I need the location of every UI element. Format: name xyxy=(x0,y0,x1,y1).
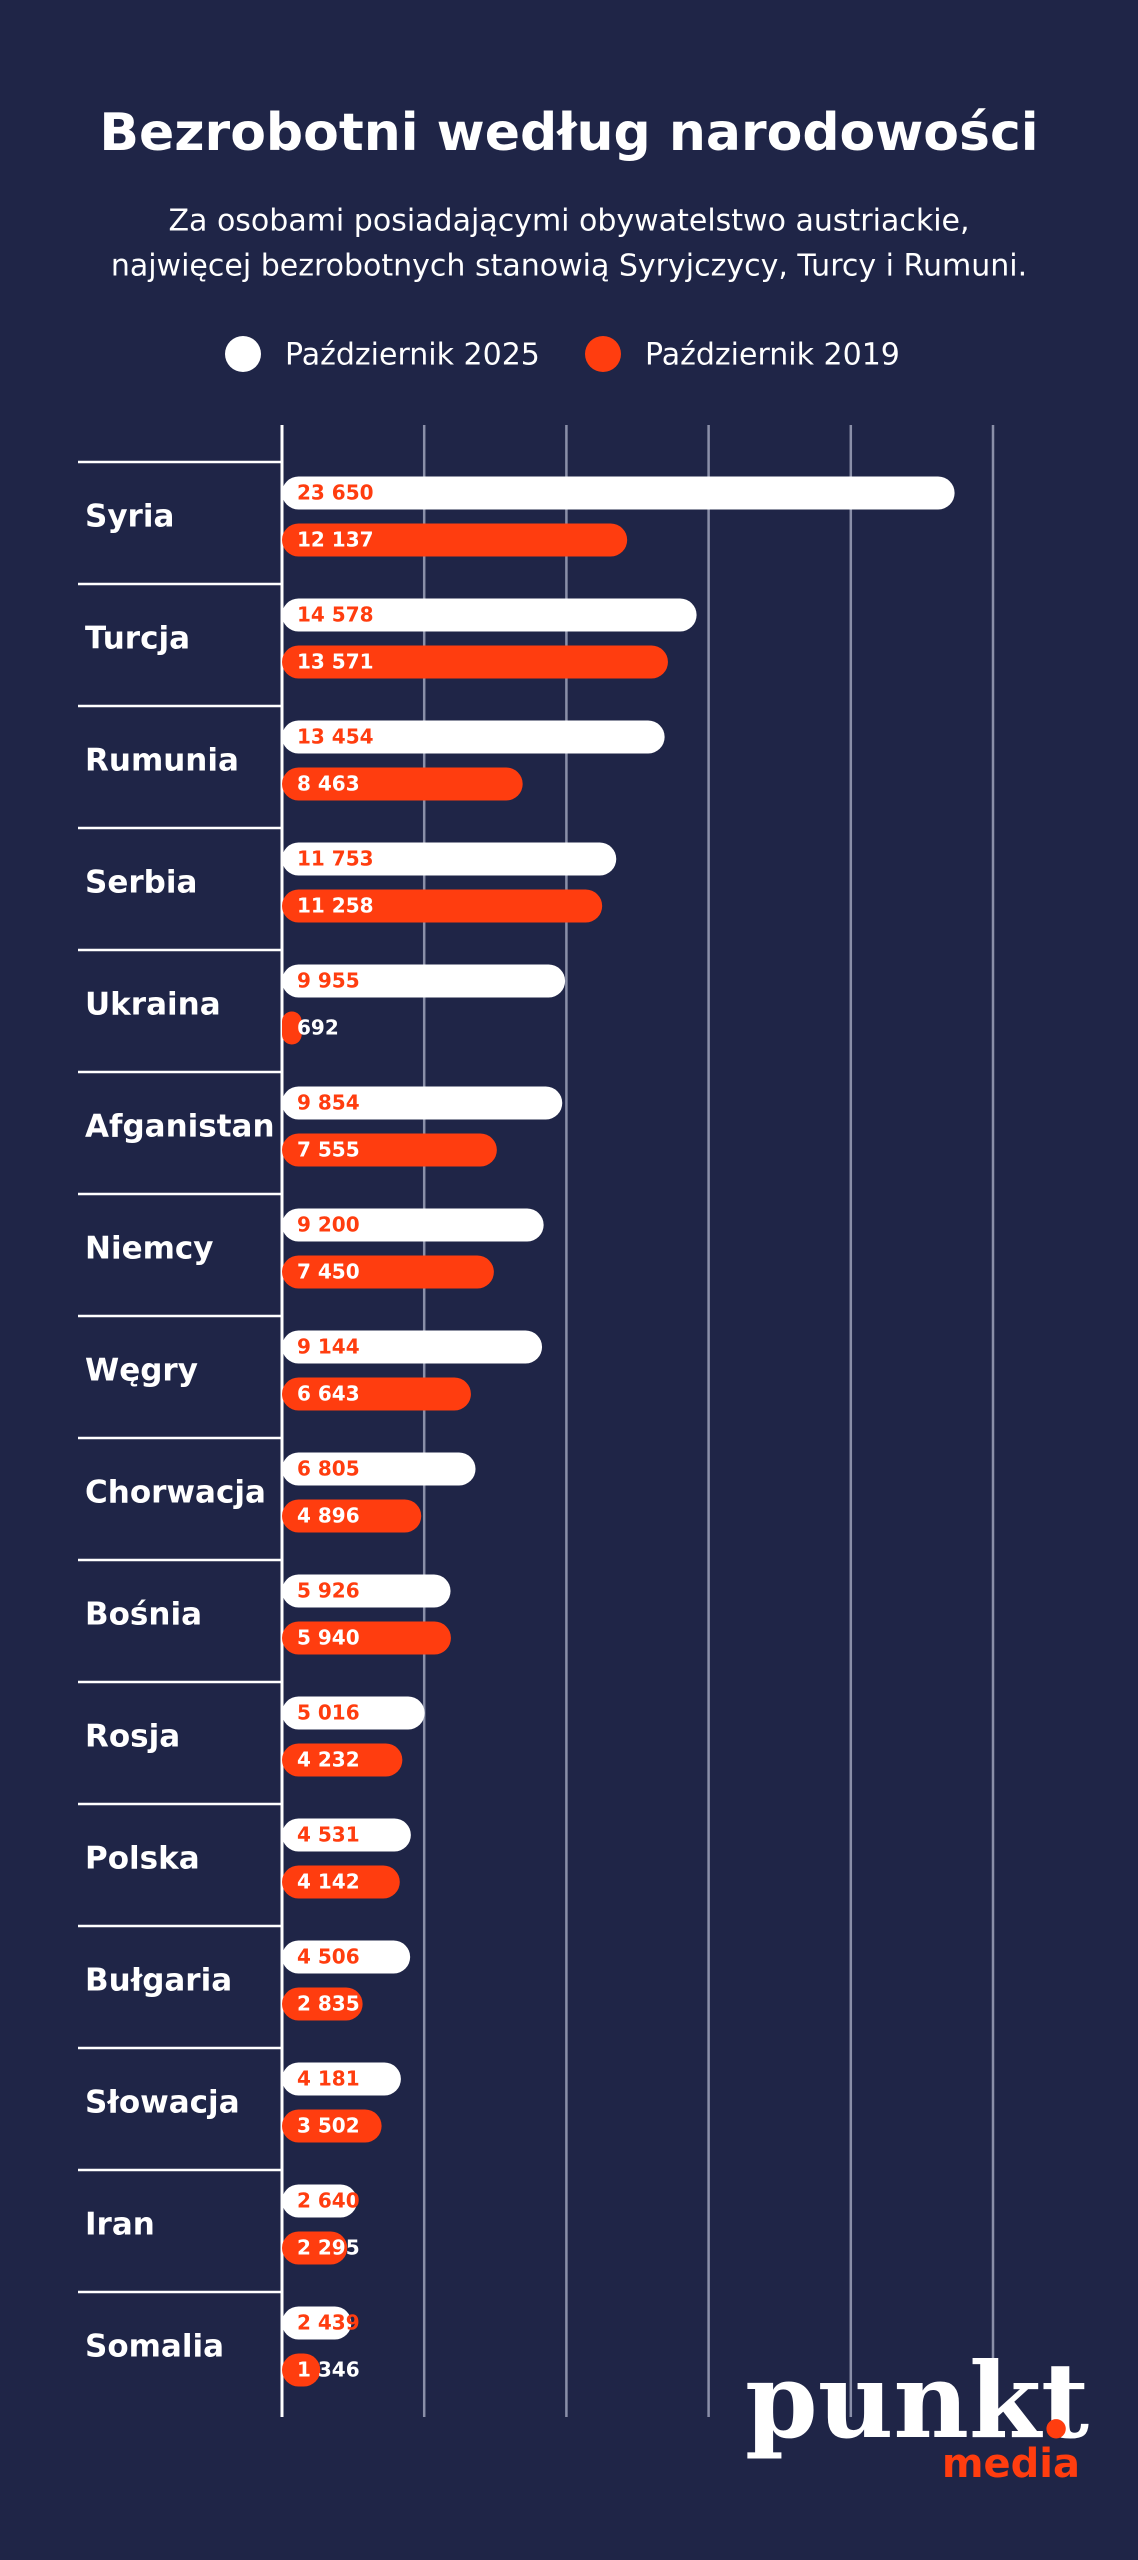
value-label: 14 578 xyxy=(297,603,374,627)
category-label: Ukraina xyxy=(85,987,221,1023)
value-label: 4 896 xyxy=(297,1504,360,1528)
bar xyxy=(282,645,668,679)
bar xyxy=(282,2353,321,2387)
value-label: 4 531 xyxy=(297,1823,360,1847)
bar xyxy=(282,1086,563,1120)
value-label: 9 144 xyxy=(297,1335,360,1359)
bar xyxy=(282,767,523,801)
value-label: 5 016 xyxy=(297,1701,360,1725)
legend-marker xyxy=(585,336,621,372)
value-label: 7 450 xyxy=(297,1260,360,1284)
category-label: Bułgaria xyxy=(85,1963,232,1999)
category-label: Syria xyxy=(85,499,174,535)
category-label: Afganistan xyxy=(85,1109,275,1145)
value-label: 4 232 xyxy=(297,1748,360,1772)
logo-sub: media xyxy=(942,2441,1080,2487)
value-label: 11 753 xyxy=(297,847,374,871)
bar xyxy=(282,842,617,876)
value-label: 4 506 xyxy=(297,1945,360,1969)
bar xyxy=(282,1621,451,1655)
category-label: Węgry xyxy=(85,1353,198,1389)
subtitle: najwięcej bezrobotnych stanowią Syryjczy… xyxy=(111,249,1027,284)
bar xyxy=(282,1696,425,1730)
category-label: Serbia xyxy=(85,865,197,901)
bar xyxy=(282,1133,497,1167)
value-label: 1 346 xyxy=(297,2358,360,2382)
bar xyxy=(282,1011,302,1045)
bar xyxy=(282,1818,411,1852)
category-label: Bośnia xyxy=(85,1597,202,1633)
category-label: Chorwacja xyxy=(85,1475,266,1511)
value-label: 13 571 xyxy=(297,650,374,674)
value-label: 12 137 xyxy=(297,528,374,552)
category-label: Rumunia xyxy=(85,743,239,779)
value-label: 2 295 xyxy=(297,2236,360,2260)
logo-dot: . xyxy=(1038,2339,1074,2462)
legend-marker xyxy=(225,336,261,372)
value-label: 3 502 xyxy=(297,2114,360,2138)
bar xyxy=(282,1377,471,1411)
bar xyxy=(282,889,603,923)
bar xyxy=(282,1865,400,1899)
value-label: 9 200 xyxy=(297,1213,360,1237)
value-label: 9 955 xyxy=(297,969,360,993)
bar xyxy=(282,2109,382,2143)
value-label: 6 643 xyxy=(297,1382,360,1406)
value-label: 2 640 xyxy=(297,2189,360,2213)
bar xyxy=(282,1452,476,1486)
bar xyxy=(282,2062,401,2096)
bar xyxy=(282,1940,411,1974)
value-label: 7 555 xyxy=(297,1138,360,1162)
bar xyxy=(282,1743,403,1777)
bar xyxy=(282,1255,494,1289)
value-label: 23 650 xyxy=(297,481,374,505)
value-label: 692 xyxy=(297,1016,339,1040)
bar xyxy=(282,1987,363,2021)
bar xyxy=(282,1208,544,1242)
bar xyxy=(282,2306,352,2340)
bar xyxy=(282,2231,348,2265)
bar xyxy=(282,523,628,557)
legend-label: Październik 2025 xyxy=(285,338,540,373)
category-label: Słowacja xyxy=(85,2085,240,2121)
value-label: 8 463 xyxy=(297,772,360,796)
subtitle: Za osobami posiadającymi obywatelstwo au… xyxy=(168,204,969,239)
value-label: 6 805 xyxy=(297,1457,360,1481)
category-label: Rosja xyxy=(85,1719,180,1755)
bar xyxy=(282,1574,451,1608)
bar xyxy=(282,1499,422,1533)
value-label: 2 439 xyxy=(297,2311,360,2335)
value-label: 9 854 xyxy=(297,1091,360,1115)
chart-title: Bezrobotni według narodowości xyxy=(99,103,1038,163)
logo: punkt xyxy=(745,2339,1089,2462)
category-label: Polska xyxy=(85,1841,200,1877)
value-label: 4 181 xyxy=(297,2067,360,2091)
bar xyxy=(282,476,955,510)
legend-label: Październik 2019 xyxy=(645,338,900,373)
category-label: Niemcy xyxy=(85,1231,213,1267)
category-label: Turcja xyxy=(85,621,190,657)
value-label: 5 940 xyxy=(297,1626,360,1650)
value-label: 5 926 xyxy=(297,1579,360,1603)
bar xyxy=(282,720,665,754)
value-label: 13 454 xyxy=(297,725,374,749)
bar xyxy=(282,1330,543,1364)
value-label: 4 142 xyxy=(297,1870,360,1894)
bar xyxy=(282,598,697,632)
category-label: Somalia xyxy=(85,2329,224,2365)
category-label: Iran xyxy=(85,2207,155,2243)
bar xyxy=(282,2184,358,2218)
value-label: 2 835 xyxy=(297,1992,360,2016)
value-label: 11 258 xyxy=(297,894,374,918)
bar xyxy=(282,964,566,998)
